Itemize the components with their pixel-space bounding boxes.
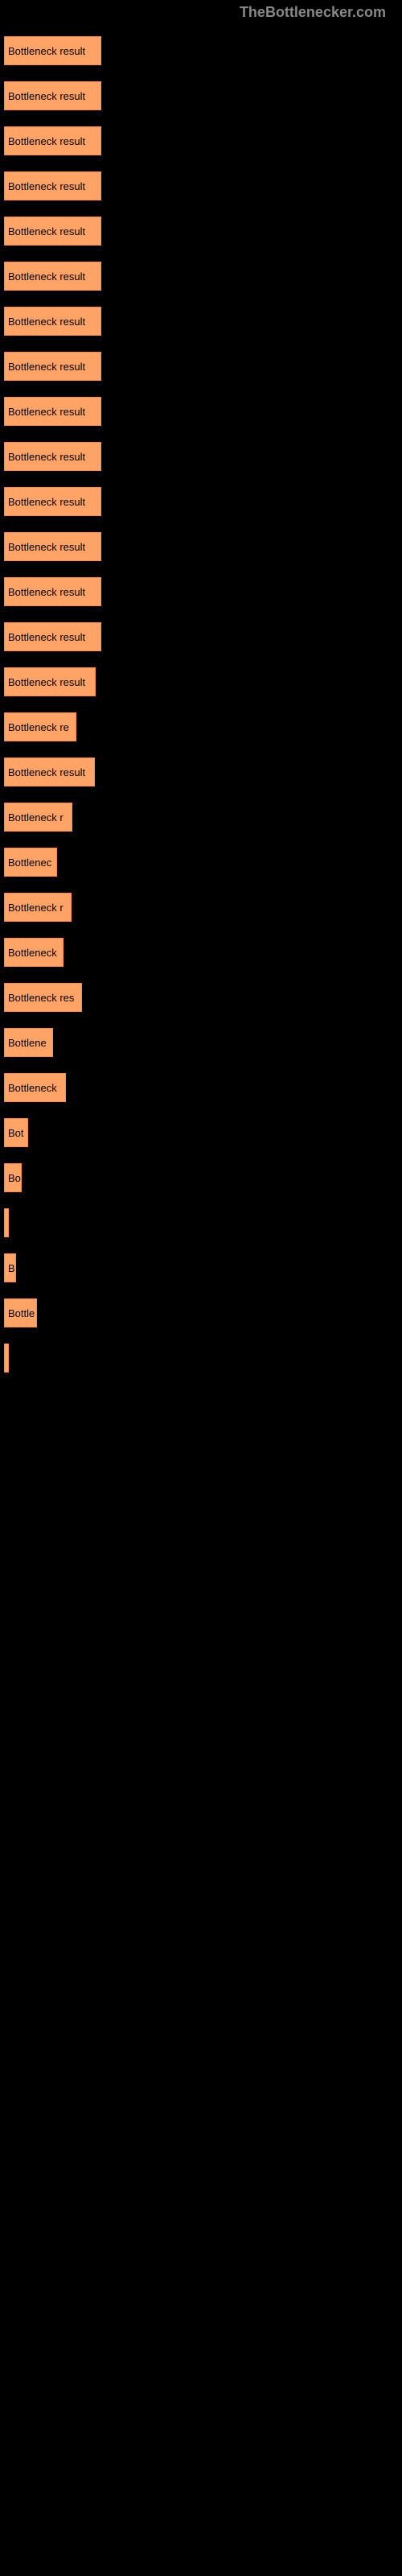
chart-bar: Bottleneck result: [4, 622, 101, 651]
bar-row: Bottleneck result: [4, 73, 402, 118]
bar-row: Bottleneck result: [4, 163, 402, 208]
chart-bar: Bottle: [4, 1298, 37, 1327]
chart-bar: Bottleneck result: [4, 442, 101, 471]
chart-bar: Bottlene: [4, 1028, 53, 1057]
chart-bar: Bottleneck result: [4, 36, 101, 65]
bar-row: Bottleneck result: [4, 614, 402, 659]
bar-row: Bottleneck result: [4, 208, 402, 254]
watermark-text: TheBottlenecker.com: [240, 4, 386, 21]
bar-row: [4, 1200, 402, 1245]
bar-row: Bo: [4, 1155, 402, 1200]
chart-bar: Bottleneck r: [4, 803, 72, 832]
bar-row: Bottleneck result: [4, 254, 402, 299]
bar-row: Bottlenec: [4, 840, 402, 885]
chart-bar: Bottleneck result: [4, 397, 101, 426]
chart-bar: Bottleneck result: [4, 262, 101, 291]
bar-row: Bottlene: [4, 1020, 402, 1065]
chart-bar: Bottleneck: [4, 938, 64, 967]
bar-row: [4, 1335, 402, 1381]
bar-row: Bottleneck result: [4, 659, 402, 704]
chart-bar: Bottleneck result: [4, 487, 101, 516]
chart-bar: Bottleneck result: [4, 577, 101, 606]
chart-bar: [4, 1344, 9, 1373]
chart-bar: Bottleneck result: [4, 217, 101, 246]
bar-row: B: [4, 1245, 402, 1290]
chart-bar: Bottleneck result: [4, 307, 101, 336]
bar-row: Bottleneck result: [4, 434, 402, 479]
bar-row: Bottleneck result: [4, 118, 402, 163]
chart-bar: Bo: [4, 1163, 22, 1192]
chart-bar: Bottleneck result: [4, 352, 101, 381]
chart-bar: Bot: [4, 1118, 28, 1147]
bar-row: Bottleneck re: [4, 704, 402, 749]
chart-bar: [4, 1208, 9, 1237]
chart-bar: Bottlenec: [4, 848, 57, 877]
bar-row: Bottleneck result: [4, 344, 402, 389]
chart-bar: Bottleneck result: [4, 126, 101, 155]
bar-row: Bottleneck result: [4, 389, 402, 434]
bar-row: Bottleneck result: [4, 524, 402, 569]
chart-bar: Bottleneck result: [4, 758, 95, 786]
bar-row: Bottleneck result: [4, 28, 402, 73]
bar-row: Bottleneck result: [4, 749, 402, 795]
bar-row: Bottleneck result: [4, 479, 402, 524]
chart-container: Bottleneck result Bottleneck result Bottle…: [0, 0, 402, 1381]
bar-row: Bot: [4, 1110, 402, 1155]
chart-bar: Bottleneck res: [4, 983, 82, 1012]
bar-row: Bottleneck r: [4, 795, 402, 840]
chart-bar: Bottleneck result: [4, 532, 101, 561]
bar-row: Bottleneck r: [4, 885, 402, 930]
chart-bar: Bottleneck result: [4, 171, 101, 200]
chart-bar: Bottleneck result: [4, 667, 96, 696]
chart-bar: B: [4, 1253, 16, 1282]
bar-row: Bottleneck result: [4, 299, 402, 344]
bar-row: Bottleneck res: [4, 975, 402, 1020]
bar-row: Bottleneck result: [4, 569, 402, 614]
bar-row: Bottleneck: [4, 930, 402, 975]
chart-bar: Bottleneck result: [4, 81, 101, 110]
chart-bar: Bottleneck re: [4, 712, 76, 741]
chart-bar: Bottleneck: [4, 1073, 66, 1102]
chart-bar: Bottleneck r: [4, 893, 72, 922]
bar-row: Bottle: [4, 1290, 402, 1335]
bar-row: Bottleneck: [4, 1065, 402, 1110]
